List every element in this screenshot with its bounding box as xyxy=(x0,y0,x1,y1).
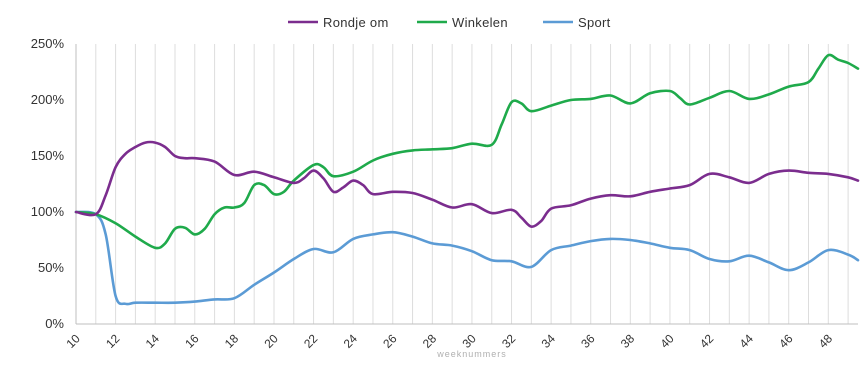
y-tick-label: 200% xyxy=(31,92,65,107)
series-line-sport xyxy=(74,210,860,306)
x-tick-label: 44 xyxy=(737,331,757,351)
series-line-rondje-om xyxy=(74,140,860,228)
y-tick-label: 0% xyxy=(45,316,64,331)
series-line-winkelen xyxy=(74,53,860,250)
y-tick-label: 100% xyxy=(31,204,65,219)
legend-label-sport: Sport xyxy=(578,15,611,30)
x-tick-label: 30 xyxy=(459,331,479,351)
y-tick-label: 50% xyxy=(38,260,64,275)
y-tick-label: 150% xyxy=(31,148,65,163)
x-tick-label: 40 xyxy=(657,331,677,351)
x-tick-label: 22 xyxy=(301,331,321,351)
axes xyxy=(75,44,858,325)
legend: Rondje om Winkelen Sport xyxy=(288,15,611,30)
x-tick-label: 36 xyxy=(578,331,598,351)
x-tick-label: 12 xyxy=(103,331,123,351)
gridlines xyxy=(95,44,849,324)
y-tick-label: 250% xyxy=(31,36,65,51)
x-tick-label: 48 xyxy=(816,331,836,351)
x-tick-label: 34 xyxy=(539,331,559,351)
x-tick-label: 26 xyxy=(380,331,400,351)
x-tick-label: 42 xyxy=(697,331,717,351)
x-tick-label: 18 xyxy=(222,331,242,351)
x-tick-label: 46 xyxy=(776,331,796,351)
x-tick-label: 16 xyxy=(182,331,202,351)
x-tick-label: 10 xyxy=(63,331,83,351)
x-axis-ticks: 10 12 14 16 18 20 22 24 26 28 30 32 34 36 38 40 42 44 46 48 xyxy=(63,331,835,351)
legend-label-rondje-om: Rondje om xyxy=(323,15,389,30)
x-tick-label: 24 xyxy=(341,331,361,351)
x-tick-label: 14 xyxy=(143,331,163,351)
x-tick-label: 20 xyxy=(261,331,281,351)
y-axis-ticks: 0% 50% 100% 150% 200% 250% xyxy=(31,36,65,331)
series-lines xyxy=(74,53,860,306)
x-tick-label: 32 xyxy=(499,331,519,351)
legend-label-winkelen: Winkelen xyxy=(452,15,508,30)
x-axis-label: weeknummers xyxy=(436,349,507,359)
x-tick-label: 28 xyxy=(420,331,440,351)
x-tick-label: 38 xyxy=(618,331,638,351)
